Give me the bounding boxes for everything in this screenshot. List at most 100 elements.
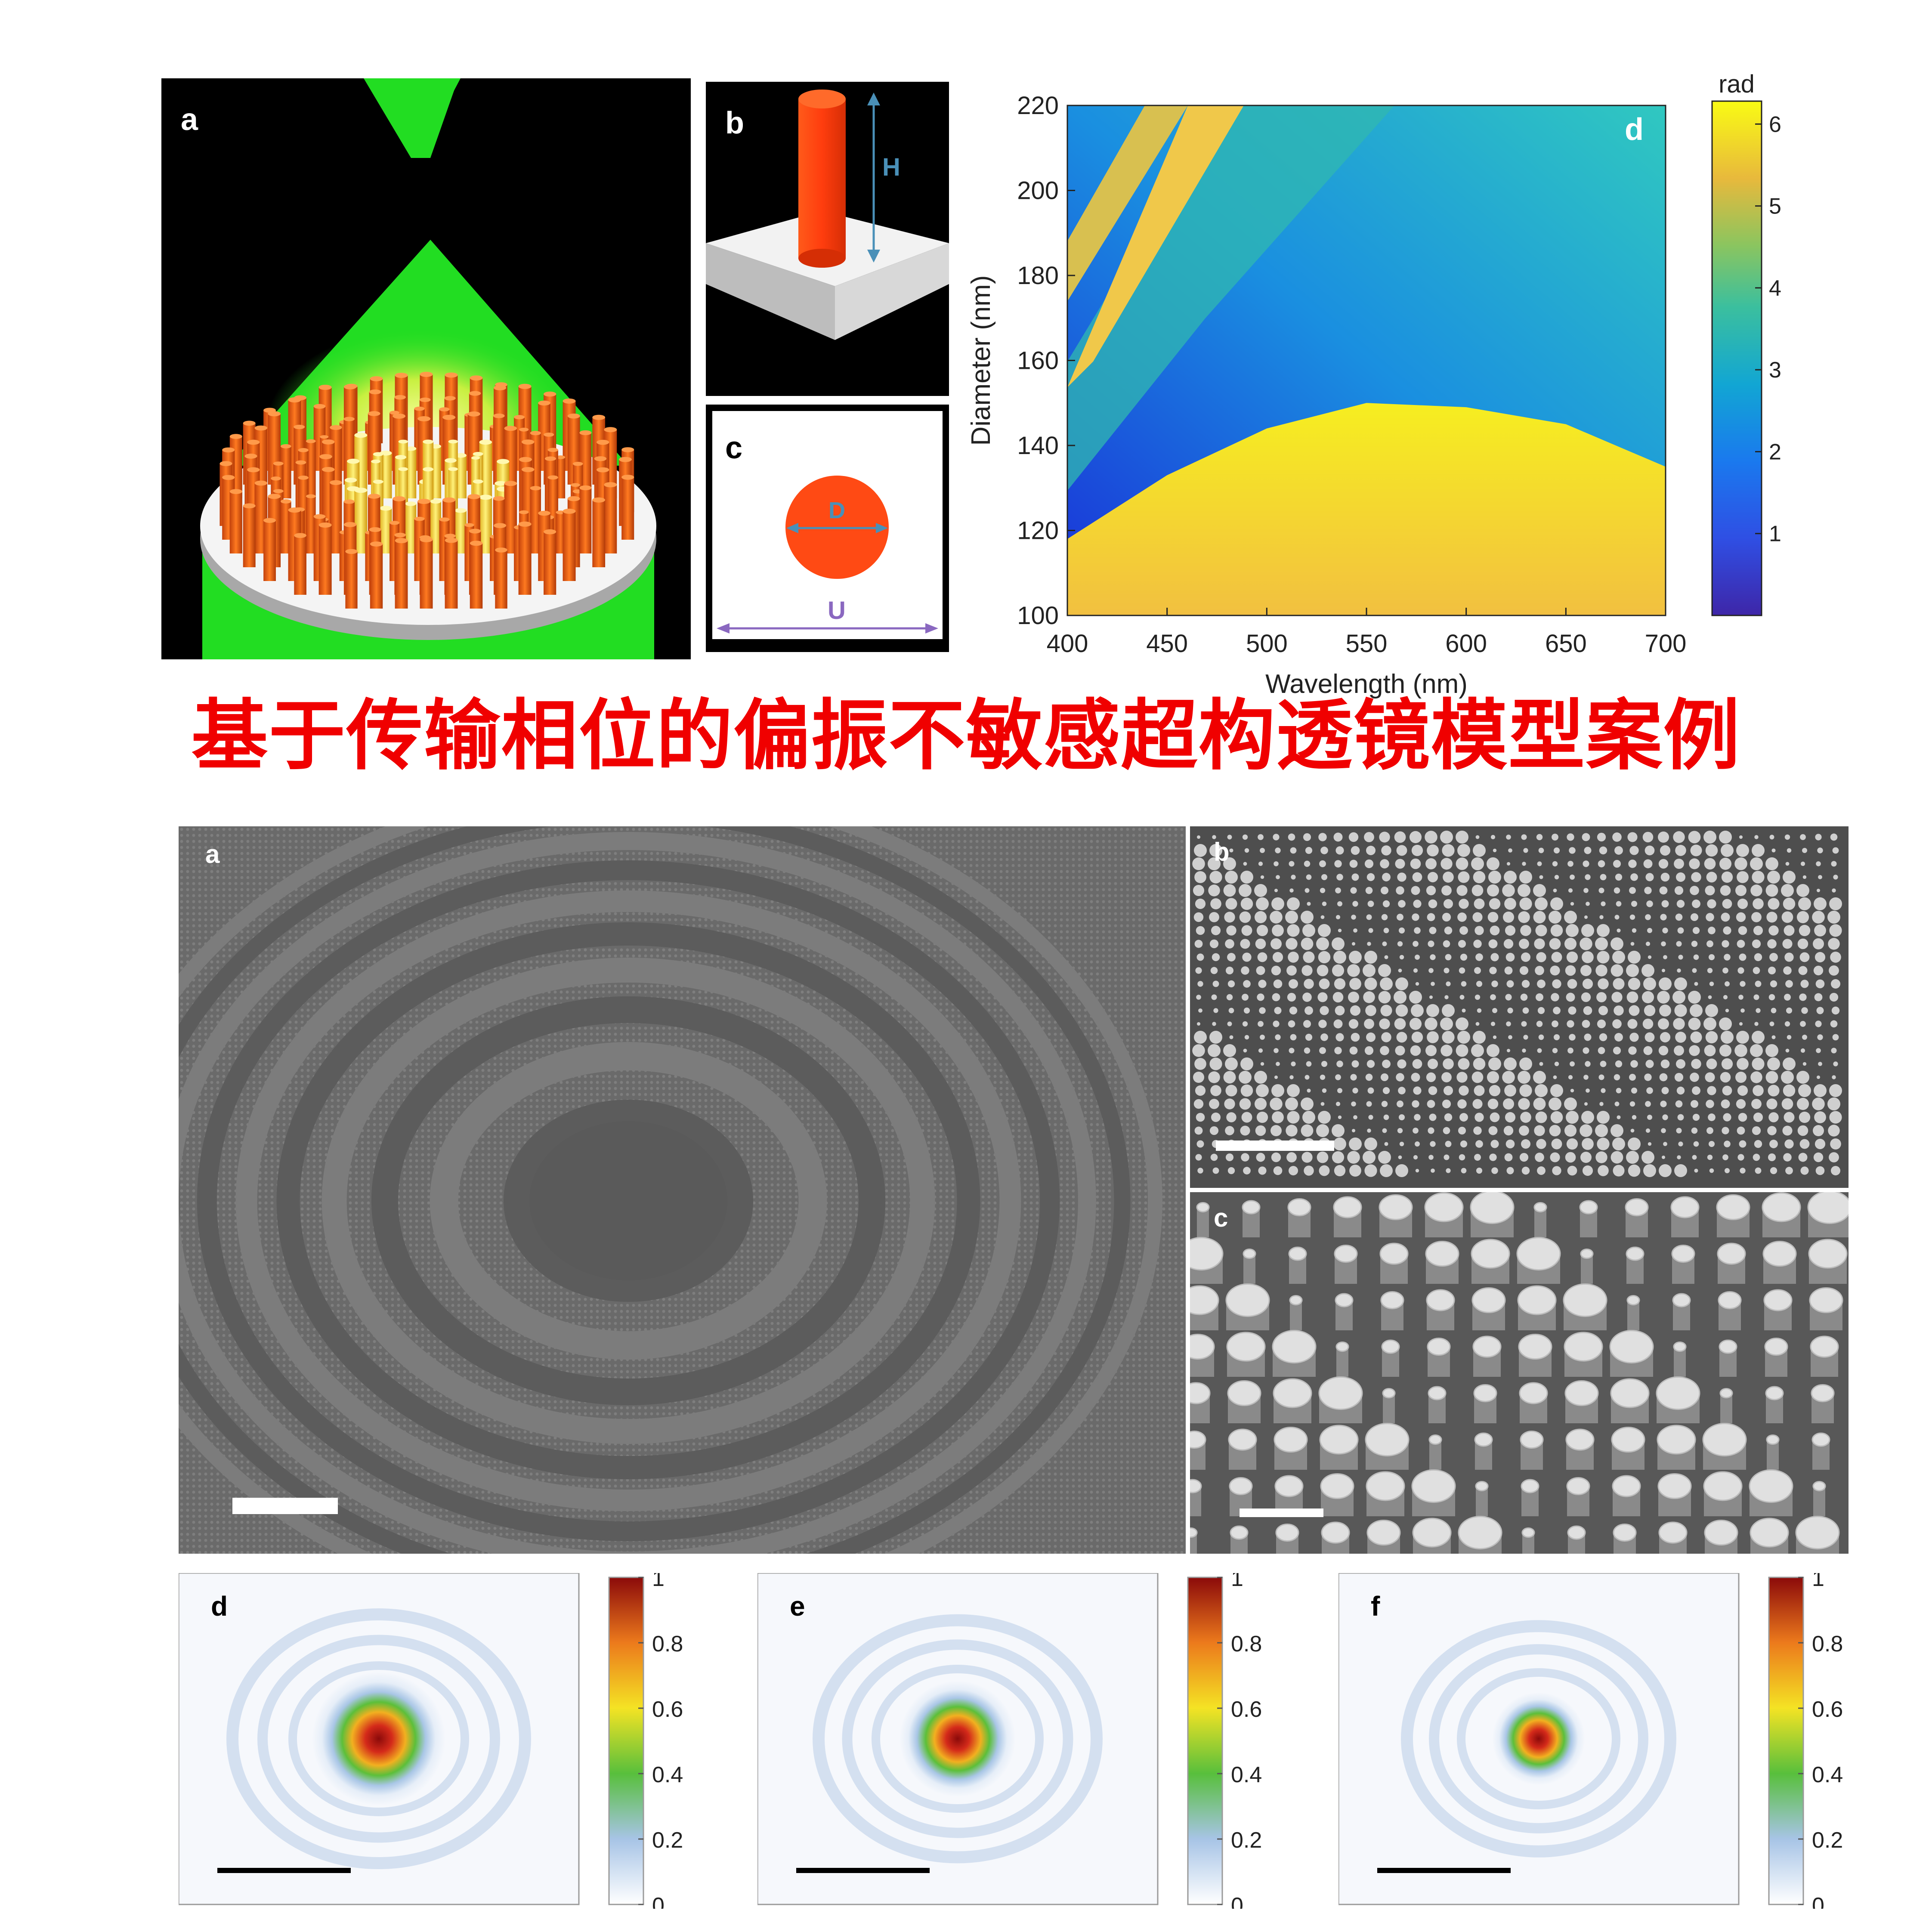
- pillar-top: [1800, 980, 1809, 988]
- pillar-top: [1366, 873, 1375, 881]
- pillar-top: [1507, 862, 1510, 866]
- pillar-top: [1663, 955, 1667, 959]
- pillar-top: [1425, 1045, 1437, 1056]
- pillar-top: [1471, 1287, 1506, 1313]
- pillar-top: [1291, 875, 1296, 880]
- pillar-top: [1721, 871, 1733, 883]
- pillar-top: [1276, 1062, 1280, 1066]
- pillar-top: [1256, 1084, 1269, 1097]
- pillar-top: [1504, 1085, 1516, 1097]
- pillar-top: [1272, 1330, 1317, 1363]
- pillar-top: [1814, 1084, 1827, 1097]
- y-tick-label: 140: [1017, 432, 1059, 460]
- pillar-top: [1564, 1380, 1599, 1406]
- airy-ring: [288, 1661, 469, 1816]
- pillar-top: [1443, 940, 1450, 948]
- pillar-top: [1395, 1045, 1405, 1056]
- pillar-top: [1490, 925, 1500, 936]
- pillar-top: [1738, 926, 1747, 935]
- colorbar-tick-label: 0: [1812, 1893, 1824, 1909]
- pillar-top: [1477, 1008, 1482, 1013]
- pillar-top: [1707, 899, 1716, 909]
- pillar-top: [1629, 1101, 1635, 1107]
- pillar-top: [1208, 1044, 1221, 1057]
- pillar-top: [1347, 964, 1360, 977]
- pillar-top: [1708, 954, 1715, 961]
- pillar-top: [1444, 1154, 1450, 1160]
- pillar-top: [1784, 994, 1791, 1001]
- pillar-top: [1569, 847, 1576, 854]
- pillar-top: [1704, 858, 1716, 870]
- pillar-top: [1367, 900, 1374, 907]
- pillar-top: [1550, 965, 1560, 976]
- sem-a-rings: [179, 826, 1186, 1554]
- pillar-top: [1756, 1008, 1761, 1013]
- pillar-top: [1735, 1072, 1747, 1083]
- pillar-top: [1518, 1071, 1530, 1084]
- nanopillar: [563, 511, 576, 581]
- pillar-top: [1626, 1151, 1639, 1164]
- pillar-top: [1643, 859, 1653, 869]
- pillar-top: [1489, 967, 1497, 974]
- pillar-top: [1271, 1084, 1284, 1097]
- pillar-top: [1319, 1047, 1326, 1054]
- pillar-top: [1274, 1007, 1282, 1014]
- pillar-top: [1413, 968, 1418, 973]
- pillar-top: [1410, 1045, 1421, 1056]
- pillar-top: [1504, 1057, 1517, 1070]
- pillar-top: [1440, 831, 1453, 844]
- pillar-top: [1457, 844, 1470, 857]
- pillar-top: [1365, 887, 1373, 894]
- pillar-top: [1459, 1154, 1465, 1161]
- pillar-top: [1334, 1165, 1346, 1177]
- pillar-top: [1643, 1164, 1656, 1177]
- pillar-top: [1599, 1033, 1607, 1042]
- pillar-top: [1227, 1021, 1232, 1026]
- pillar-top: [1600, 874, 1607, 881]
- pillar-top: [1242, 1200, 1261, 1215]
- pillar-top: [1428, 1086, 1437, 1095]
- pillar-top: [1755, 980, 1762, 987]
- pillar-top: [1506, 980, 1514, 988]
- pillar-top: [1257, 952, 1267, 962]
- pillar-top: [1708, 1141, 1715, 1147]
- pillar-top: [1692, 1086, 1700, 1095]
- pillar-top: [1258, 834, 1264, 840]
- pillar-top: [1786, 1007, 1793, 1014]
- pillar-top: [1765, 884, 1778, 897]
- pillar-top: [1424, 1192, 1464, 1222]
- pillar-top: [1472, 1335, 1502, 1358]
- pillar-top: [1242, 952, 1252, 962]
- pillar-top: [1771, 848, 1776, 853]
- pillar-top: [1210, 967, 1218, 974]
- pillar-top: [1566, 1111, 1579, 1124]
- pillar-top: [1476, 980, 1483, 987]
- pillar-top: [1319, 978, 1330, 989]
- pillar-top: [1240, 1125, 1250, 1136]
- nanopillar: [370, 544, 383, 609]
- pillar-top: [1583, 1006, 1592, 1015]
- pillar-top: [1783, 1153, 1792, 1162]
- focal-spot: [1492, 1692, 1585, 1785]
- unit-cell-illustration: [706, 90, 949, 340]
- pillar-top: [1322, 1088, 1327, 1093]
- pillar-top: [1551, 1138, 1562, 1150]
- pillar-top: [1457, 1099, 1467, 1109]
- pillar-top: [1190, 1527, 1198, 1538]
- pillar-top: [1601, 1088, 1606, 1093]
- pillar-top: [1595, 964, 1607, 977]
- pillar-top: [1704, 1045, 1716, 1057]
- pillar-top: [1275, 847, 1281, 853]
- colorbar-tick-label: 3: [1769, 358, 1781, 383]
- pillar-top: [1470, 1192, 1515, 1224]
- pillar-top: [1659, 1005, 1671, 1017]
- pillar-top: [1333, 1196, 1362, 1218]
- phase-map-axes: 400 450 500 550 600 650 700 100 120 140 160 180 200 2…: [966, 92, 1686, 699]
- pillar-top: [1338, 928, 1342, 933]
- pillar-top: [1289, 1048, 1295, 1054]
- pillar-top: [1798, 897, 1811, 910]
- pillar-top: [1598, 1047, 1605, 1054]
- pillar-top: [1365, 1005, 1376, 1016]
- pillar-top: [1612, 1475, 1641, 1497]
- pillar-top: [1223, 857, 1236, 870]
